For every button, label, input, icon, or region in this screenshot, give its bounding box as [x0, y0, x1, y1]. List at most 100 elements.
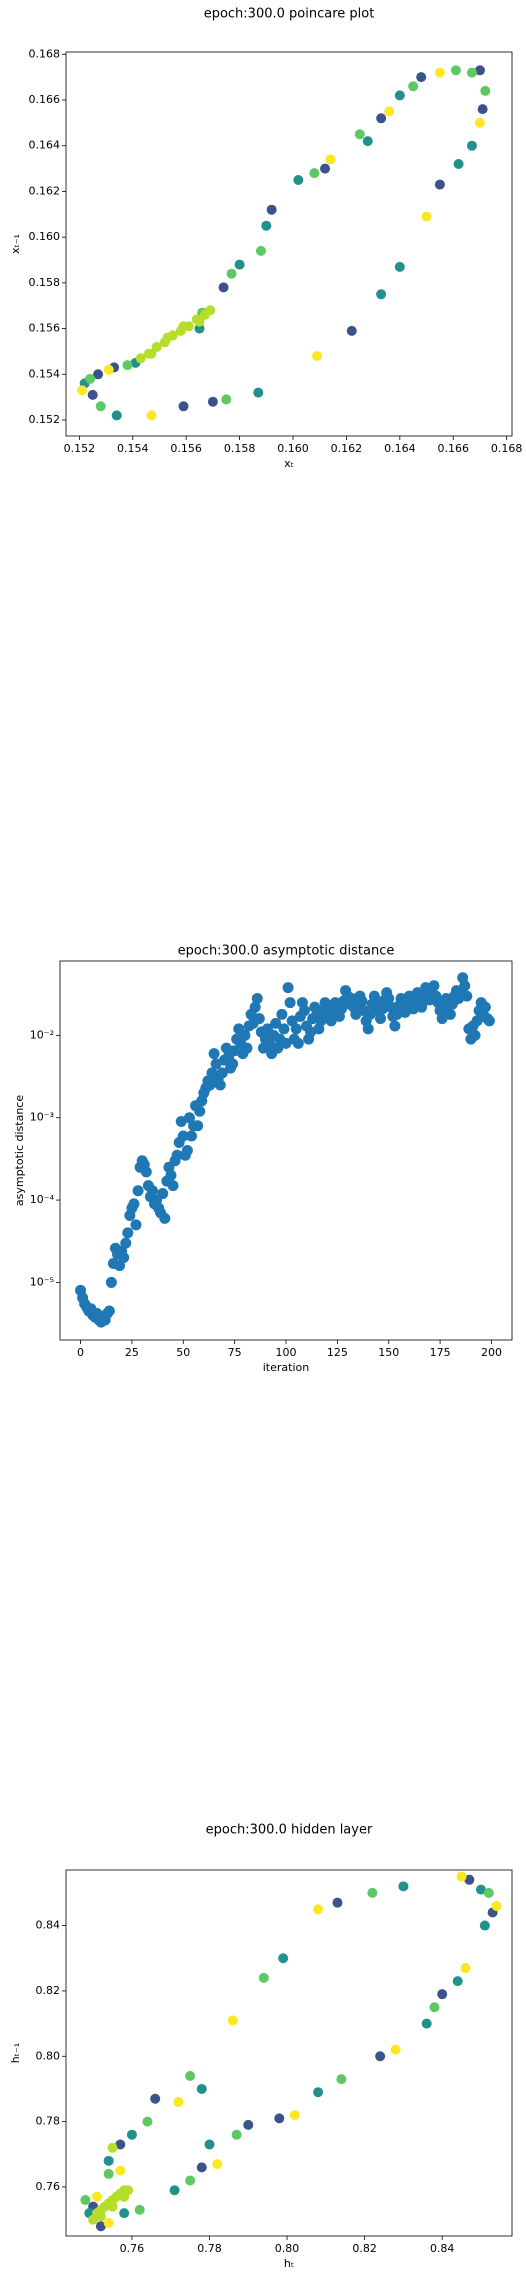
point: [135, 353, 146, 364]
point: [459, 980, 471, 992]
point: [231, 2129, 242, 2140]
y-tick-label: 0.76: [36, 2180, 61, 2193]
point: [390, 2044, 401, 2055]
point: [356, 995, 368, 1007]
point: [461, 990, 473, 1002]
point: [428, 980, 440, 992]
x-tick-label: 200: [481, 1346, 502, 1359]
point: [375, 2051, 386, 2062]
chart-title: epoch:300.0 hidden layer: [206, 1823, 373, 1838]
point: [332, 1897, 343, 1908]
point: [253, 1013, 265, 1025]
y-tick-label: 0.156: [29, 322, 61, 335]
point: [474, 117, 485, 128]
point: [466, 67, 477, 78]
point: [130, 1219, 142, 1231]
point: [151, 341, 162, 352]
point: [437, 1989, 448, 2000]
x-tick-label: 25: [125, 1346, 139, 1359]
point: [362, 1023, 374, 1035]
point: [298, 1005, 310, 1017]
point: [227, 2015, 238, 2026]
point: [253, 387, 264, 398]
point: [258, 1972, 269, 1983]
plot-frame: [59, 960, 513, 1341]
point: [325, 1015, 337, 1027]
point: [429, 2002, 440, 2013]
y-tick-label: 0.160: [29, 230, 61, 243]
point: [251, 993, 263, 1005]
point: [159, 1212, 171, 1224]
point: [194, 323, 205, 334]
point: [255, 245, 266, 256]
point: [120, 1237, 132, 1249]
point: [350, 1008, 362, 1020]
point: [185, 2175, 196, 2186]
point: [290, 1023, 302, 1035]
point: [119, 2191, 130, 2202]
point: [336, 2074, 347, 2085]
point: [375, 1013, 387, 1025]
point: [87, 389, 98, 400]
point: [178, 401, 189, 412]
point: [204, 2139, 215, 2150]
point: [177, 1130, 189, 1142]
y-axis-label: hₜ₋₁: [9, 2043, 22, 2063]
point: [483, 1887, 494, 1898]
y-tick-label: 0.154: [29, 367, 61, 380]
y-tick-label: 0.168: [29, 47, 61, 60]
point: [312, 351, 323, 361]
y-tick-label: 10⁻⁵: [30, 1275, 54, 1288]
point: [221, 394, 232, 405]
point: [474, 65, 485, 76]
y-tick-label: 10⁻⁴: [30, 1193, 55, 1206]
point: [103, 1305, 115, 1317]
point: [444, 1008, 456, 1020]
x-tick-label: 0.84: [430, 2242, 455, 2255]
point: [389, 1020, 401, 1032]
point: [157, 1188, 169, 1200]
point: [118, 1252, 130, 1264]
point: [292, 1037, 304, 1049]
point: [276, 1008, 288, 1020]
point: [274, 2113, 285, 2124]
point: [456, 1871, 467, 1882]
y-tick-label: 0.152: [29, 413, 61, 426]
y-tick-label: 0.162: [29, 184, 61, 197]
point: [192, 1120, 204, 1132]
point: [140, 1166, 152, 1178]
point: [178, 321, 189, 332]
point: [270, 1017, 282, 1029]
point: [480, 85, 491, 96]
x-tick-label: 0.164: [384, 442, 416, 455]
x-tick-label: 0.80: [275, 2242, 300, 2255]
point: [377, 1003, 389, 1015]
point: [122, 1227, 134, 1239]
point: [483, 1015, 495, 1027]
point: [464, 1874, 475, 1885]
point: [376, 113, 387, 124]
chart-title: epoch:300.0 asymptotic distance: [178, 944, 395, 959]
point: [243, 2119, 254, 2130]
point: [460, 1963, 471, 1974]
point: [394, 90, 405, 101]
point: [93, 369, 104, 380]
point: [398, 1881, 409, 1892]
point: [450, 65, 461, 76]
point: [205, 305, 216, 316]
point: [383, 993, 395, 1005]
point: [261, 220, 272, 231]
point: [362, 136, 373, 147]
point: [325, 154, 336, 165]
point: [421, 2018, 432, 2029]
point: [249, 1001, 261, 1013]
x-tick-label: 0.158: [224, 442, 256, 455]
point: [227, 1058, 239, 1070]
y-tick-label: 0.158: [29, 276, 61, 289]
point: [134, 2204, 145, 2215]
point: [115, 2139, 126, 2150]
y-tick-label: 10⁻²: [30, 1028, 54, 1041]
point: [239, 1029, 251, 1041]
point: [399, 1006, 411, 1018]
